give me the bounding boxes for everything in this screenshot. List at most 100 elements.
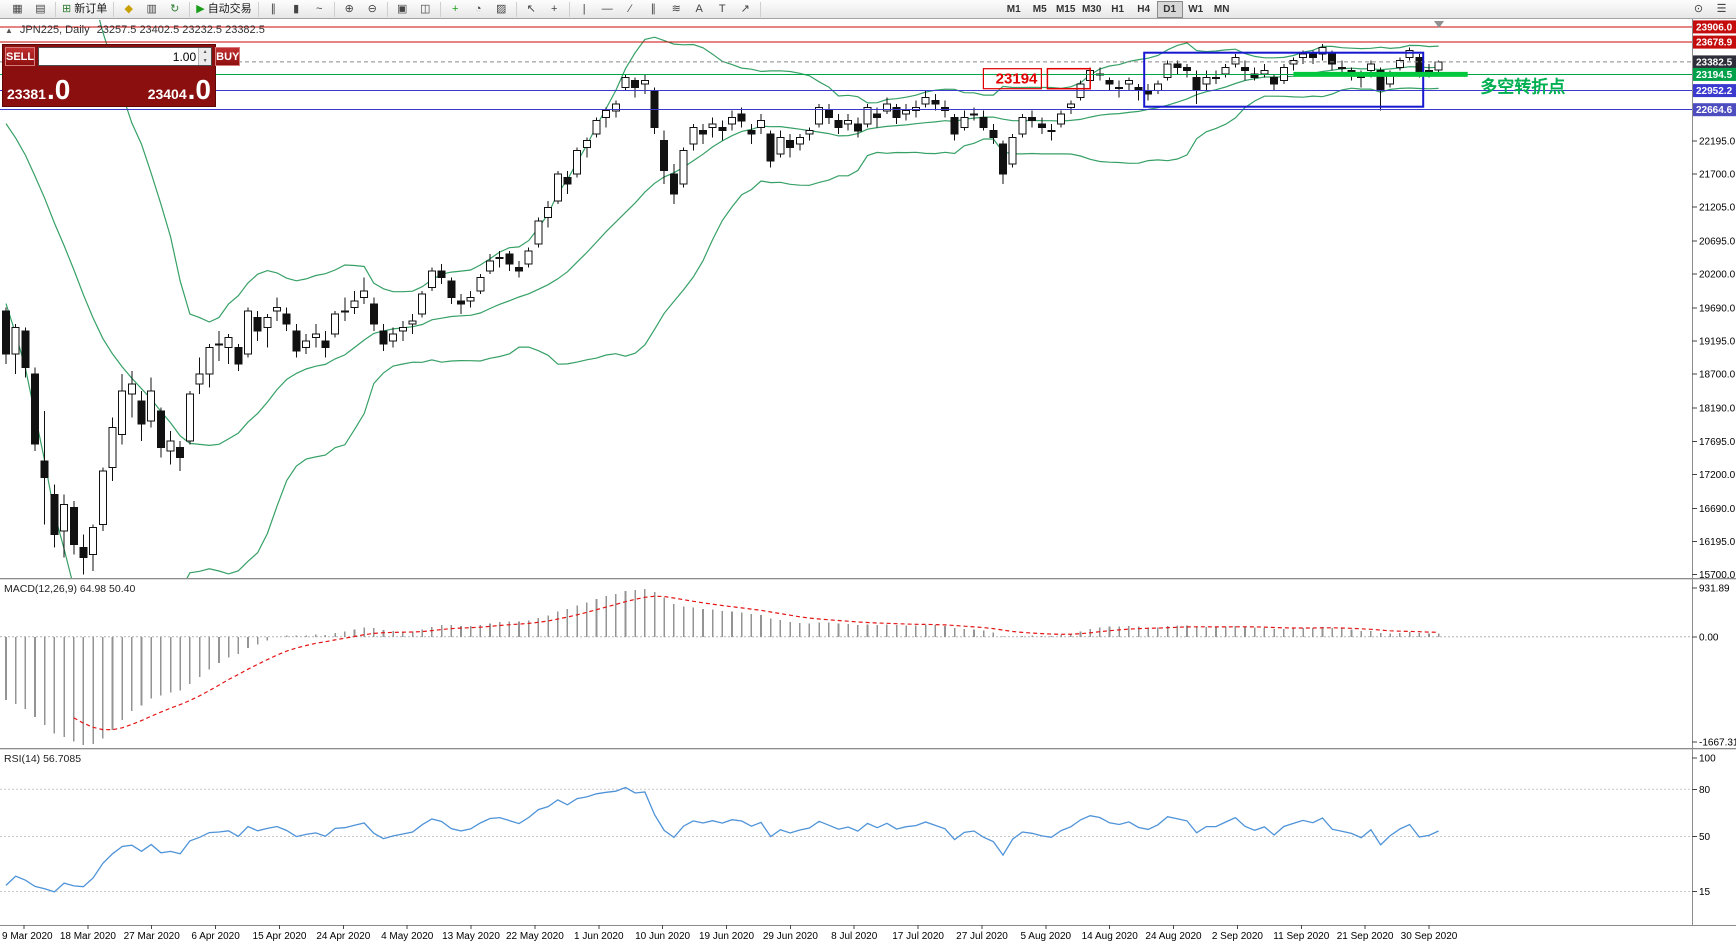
- zoom-out-icon: ⊖: [367, 2, 377, 15]
- volume-field: ▲ ▼: [38, 47, 213, 66]
- buy-price-main: 23404: [147, 86, 187, 102]
- label-button[interactable]: T: [711, 1, 734, 18]
- timeframe-m15-button[interactable]: M15: [1055, 3, 1076, 15]
- price-axis-label: 15700.0: [1699, 570, 1736, 581]
- new-order-icon: ⊞: [62, 2, 72, 15]
- vertical-line-button[interactable]: |: [573, 1, 596, 18]
- price-axis-label: 21700.0: [1699, 170, 1736, 181]
- date-axis-label: 6 Apr 2020: [191, 931, 240, 941]
- trendline-button[interactable]: ∕: [619, 1, 642, 18]
- price-axis-label: 22195.0: [1699, 137, 1736, 148]
- refresh-button[interactable]: ↻: [163, 1, 186, 18]
- bar-chart-button[interactable]: ∥: [262, 1, 285, 18]
- symbol-marker-icon: ▲: [5, 26, 13, 35]
- rsi-axis-label: 50: [1699, 832, 1711, 843]
- date-axis-label: 19 Jun 2020: [699, 931, 754, 941]
- price-level-chip-label: 22664.6: [1696, 105, 1733, 116]
- search-icon[interactable]: ⊙: [1693, 2, 1704, 15]
- zoom-out-button[interactable]: ⊖: [361, 1, 384, 18]
- tile-windows-icon: ▣: [396, 2, 408, 15]
- price-level-chip-label: 23906.0: [1696, 22, 1733, 33]
- price-axis-label: 21205.0: [1699, 203, 1736, 214]
- price-level-chip-label: 23194.5: [1696, 70, 1733, 81]
- menu-icon[interactable]: ☰: [1716, 2, 1727, 15]
- horizontal-line-button[interactable]: —: [596, 1, 619, 18]
- toolbar-group: + ◔ ▨: [441, 1, 517, 18]
- price-level-chip: [1693, 67, 1736, 81]
- volume-down-icon[interactable]: ▼: [199, 56, 212, 65]
- volume-input[interactable]: [39, 48, 199, 65]
- toolbar-group: ⊞ 新订单: [56, 1, 115, 18]
- text-icon: A: [695, 2, 703, 15]
- fibonacci-button[interactable]: ≋: [665, 1, 688, 18]
- cascade-windows-button[interactable]: ◫: [414, 1, 437, 18]
- profiles-button[interactable]: ▤: [29, 1, 52, 18]
- timeframe-d1-button[interactable]: D1: [1156, 0, 1183, 18]
- macd-histogram: [5, 589, 1440, 745]
- date-axis-label: 29 Jun 2020: [763, 931, 818, 941]
- timeframe-bar: M1 M5 M15 M30 H1 H4 D1 W1 MN: [1001, 0, 1235, 18]
- sell-price-pips: .0: [46, 74, 71, 105]
- zoom-in-button[interactable]: ⊕: [338, 1, 361, 18]
- chart-shift-marker-icon[interactable]: [1434, 21, 1444, 28]
- date-axis-label: 15 Apr 2020: [253, 931, 307, 941]
- market-watch-button[interactable]: ◆: [117, 1, 140, 18]
- buy-button[interactable]: BUY: [215, 47, 241, 66]
- new-order-button[interactable]: ⊞ 新订单: [59, 1, 110, 18]
- price-axis-label: 18190.0: [1699, 404, 1736, 415]
- callout-box[interactable]: [1046, 67, 1091, 90]
- refresh-icon: ↻: [170, 2, 180, 15]
- main-price-pane: 23194 多空转折点: [0, 20, 1692, 578]
- date-axis-label: 8 Jul 2020: [831, 931, 878, 941]
- turning-point-label[interactable]: 多空转折点: [1480, 77, 1565, 97]
- channel-icon: ∥: [650, 2, 656, 15]
- volume-up-icon[interactable]: ▲: [199, 48, 212, 57]
- consolidation-rectangle[interactable]: [1143, 51, 1425, 108]
- channel-button[interactable]: ∥: [642, 1, 665, 18]
- arrows-button[interactable]: ↗: [734, 1, 757, 18]
- timeframe-w1-button[interactable]: W1: [1188, 3, 1204, 15]
- macd-axis-label: -1667.31: [1699, 738, 1736, 749]
- date-axis-label: 18 Mar 2020: [60, 931, 117, 941]
- vertical-line-icon: |: [582, 2, 586, 15]
- indicators-icon: +: [451, 2, 459, 15]
- timeframe-h1-button[interactable]: H1: [1111, 3, 1125, 15]
- auto-trading-button-label: 自动交易: [207, 2, 252, 15]
- timeframe-mn-button[interactable]: MN: [1213, 3, 1230, 15]
- sell-button[interactable]: SELL: [5, 47, 36, 66]
- date-axis-label: 21 Sep 2020: [1337, 931, 1394, 941]
- price-level-chip: [1693, 35, 1736, 49]
- crosshair-button[interactable]: +: [543, 1, 566, 18]
- line-chart-button[interactable]: ~: [308, 1, 331, 18]
- timeframe-m30-button[interactable]: M30: [1081, 3, 1102, 15]
- tile-windows-button[interactable]: ▣: [391, 1, 414, 18]
- new-order-button-label: 新订单: [74, 2, 108, 15]
- macd-indicator-label: MACD(12,26,9) 64.98 50.40: [4, 583, 136, 595]
- toolbar-group: ⊕ ⊖: [335, 1, 388, 18]
- price-axis-label: 19690.0: [1699, 304, 1736, 315]
- macd-axis-label: 0.00: [1699, 632, 1719, 643]
- templates-button[interactable]: ▨: [490, 1, 513, 18]
- macd-signal-line: [73, 595, 1439, 731]
- timeframe-h4-button[interactable]: H4: [1137, 3, 1151, 15]
- chart-ohlc-values: 23257.5 23402.5 23232.5 23382.5: [96, 24, 265, 36]
- price-callout-text[interactable]: 23194: [996, 71, 1038, 88]
- cursor-button[interactable]: ↖: [520, 1, 543, 18]
- price-level-chip: [1693, 20, 1736, 34]
- toolbar-group: ∥ ▮ ~: [259, 1, 335, 18]
- text-button[interactable]: A: [688, 1, 711, 18]
- indicators-button[interactable]: +: [444, 1, 467, 18]
- timeframe-m5-button[interactable]: M5: [1032, 3, 1047, 15]
- data-window-button[interactable]: ▥: [140, 1, 163, 18]
- date-axis-label: 4 May 2020: [381, 931, 434, 941]
- periods-button[interactable]: ◔: [467, 1, 490, 18]
- timeframe-m1-button[interactable]: M1: [1006, 3, 1021, 15]
- auto-trading-icon: ▶: [196, 2, 205, 15]
- auto-trading-button[interactable]: ▶ 自动交易: [193, 1, 254, 18]
- date-axis-label: 27 Mar 2020: [124, 931, 181, 941]
- new-chart-button[interactable]: ▦: [6, 1, 29, 18]
- candlestick-chart-button[interactable]: ▮: [285, 1, 308, 18]
- line-chart-icon: ~: [315, 2, 323, 15]
- horizontal-line-icon: —: [601, 2, 613, 15]
